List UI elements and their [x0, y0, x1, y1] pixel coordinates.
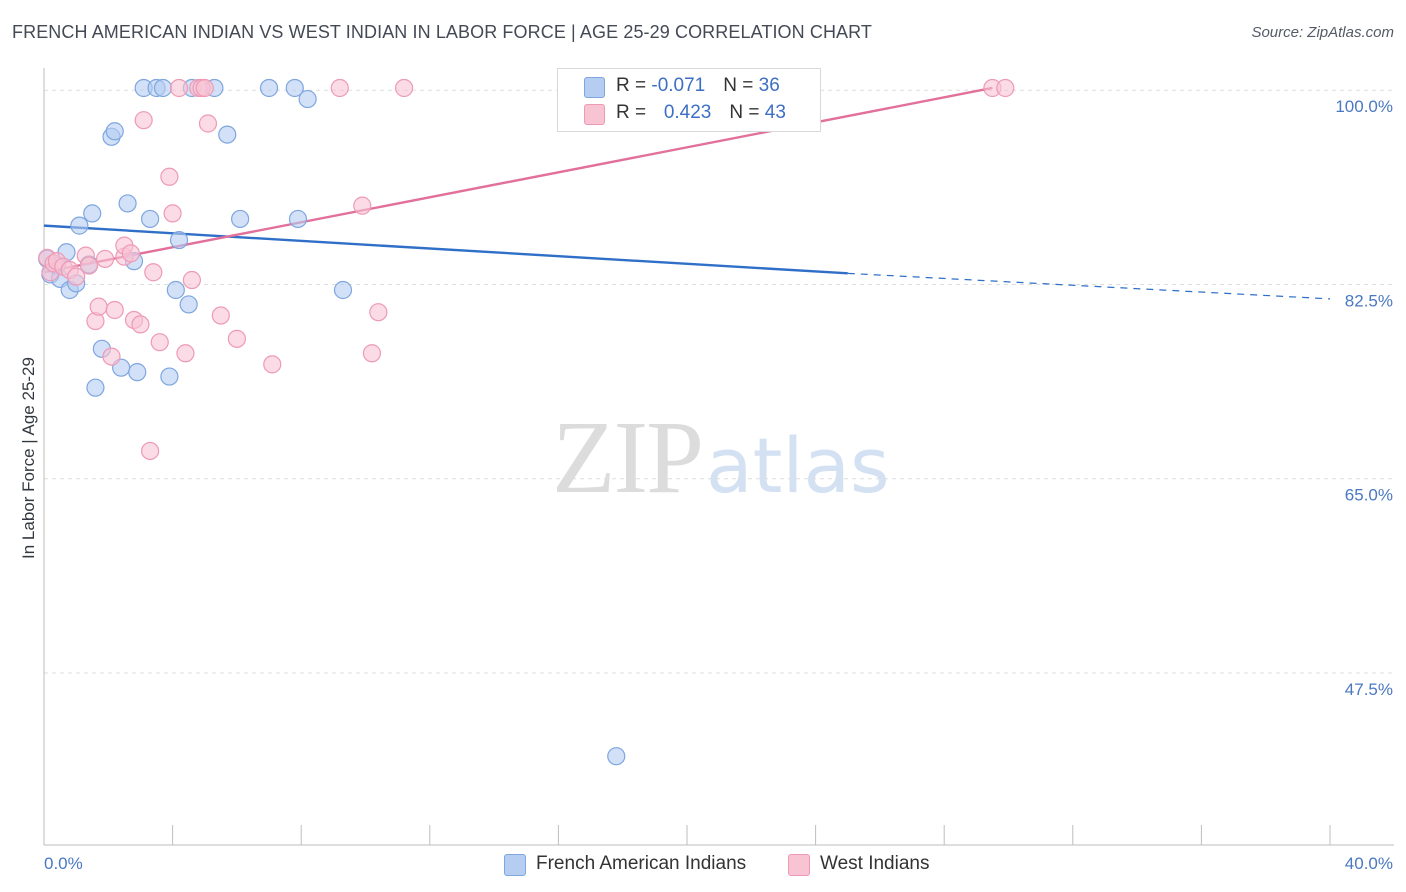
legend-n-label: N = [729, 102, 765, 123]
chart-title: FRENCH AMERICAN INDIAN VS WEST INDIAN IN… [12, 22, 873, 42]
data-point-west-indians [134, 111, 153, 130]
trend-line-west-indians [43, 86, 993, 274]
data-point-west-indians [263, 355, 282, 374]
legend-swatch-blue [584, 77, 605, 98]
data-point-west-indians [330, 78, 349, 98]
data-points [38, 78, 1015, 766]
data-point-west-indians [211, 306, 230, 325]
chart-source: Source: ZipAtlas.com [1251, 24, 1394, 41]
data-point-french-american-indians [169, 230, 189, 250]
data-point-west-indians [198, 114, 218, 133]
data-point-west-indians [144, 263, 163, 282]
trend-line-extension-french-american-indians [847, 272, 1331, 300]
legend-swatch-pink [584, 104, 605, 125]
legend-n-label: N = [723, 75, 759, 96]
legend-swatch-blue [504, 854, 526, 876]
y-axis-label: In Labor Force | Age 25-29 [19, 357, 38, 559]
legend-r-label: R = [616, 75, 652, 96]
data-point-west-indians [369, 303, 388, 322]
data-point-french-american-indians [153, 78, 173, 98]
data-point-french-american-indians [218, 125, 237, 144]
watermark-zip: ZIP [552, 400, 704, 515]
data-point-west-indians [394, 78, 414, 98]
data-point-west-indians [131, 315, 150, 334]
data-point-french-american-indians [285, 78, 304, 98]
data-point-west-indians [176, 344, 195, 363]
data-point-french-american-indians [105, 122, 124, 141]
watermark: ZIPatlas [552, 398, 890, 517]
data-point-french-american-indians [166, 280, 185, 300]
data-point-west-indians [150, 333, 169, 352]
data-point-french-american-indians [231, 209, 250, 229]
data-point-french-american-indians [333, 280, 353, 300]
data-point-west-indians [227, 329, 246, 348]
data-point-west-indians [195, 78, 214, 98]
legend-n-value: 43 [764, 102, 786, 123]
data-point-french-american-indians [70, 216, 89, 235]
x-tick-label: 40.0% [1345, 854, 1393, 873]
data-point-west-indians [996, 78, 1015, 98]
data-point-west-indians [102, 347, 121, 366]
data-point-west-indians [353, 196, 372, 215]
x-tick-label: 0.0% [44, 854, 83, 873]
data-point-french-american-indians [86, 378, 105, 397]
watermark-atlas: atlas [706, 421, 890, 510]
data-point-french-american-indians [259, 78, 279, 98]
data-point-west-indians [163, 204, 182, 223]
legend-r-value: 0.423 [663, 102, 712, 123]
data-point-french-american-indians [607, 747, 626, 766]
gridlines [44, 89, 1394, 674]
data-point-west-indians [160, 167, 179, 186]
data-point-french-american-indians [179, 295, 198, 314]
data-point-west-indians [67, 267, 86, 286]
data-point-french-american-indians [140, 209, 160, 229]
legend-r-value: -0.071 [651, 75, 706, 96]
legend-r-label: R = [616, 102, 652, 123]
data-point-west-indians [121, 244, 140, 263]
tick-labels: 100.0% 82.5% 65.0% 47.5% 0.0% 40.0% [44, 97, 1393, 873]
legend-label: West Indians [820, 853, 930, 874]
data-point-west-indians [362, 344, 382, 363]
data-point-french-american-indians [118, 194, 137, 213]
data-point-west-indians [182, 270, 201, 290]
legend-n-value: 36 [758, 75, 780, 96]
data-point-west-indians [169, 78, 189, 98]
correlation-legend: R = -0.071 N = 36 R = 0.423 N = 43 [557, 68, 821, 132]
data-point-west-indians [79, 256, 99, 275]
data-point-west-indians [105, 300, 124, 320]
y-tick-label: 47.5% [1345, 680, 1393, 699]
legend-label: French American Indians [536, 853, 747, 874]
data-point-west-indians [140, 441, 160, 461]
series-legend: French American Indians West Indians [0, 852, 1406, 878]
axes [43, 68, 1394, 846]
y-tick-label: 100.0% [1335, 97, 1393, 116]
data-point-french-american-indians [83, 204, 102, 223]
y-tick-label: 82.5% [1345, 291, 1393, 310]
data-point-french-american-indians [160, 367, 179, 386]
data-point-west-indians [95, 249, 115, 269]
data-point-french-american-indians [298, 89, 317, 109]
y-tick-label: 65.0% [1345, 486, 1393, 505]
data-point-french-american-indians [128, 363, 147, 382]
legend-swatch-pink [788, 854, 810, 876]
data-point-west-indians [89, 297, 108, 316]
data-point-french-american-indians [288, 209, 308, 229]
